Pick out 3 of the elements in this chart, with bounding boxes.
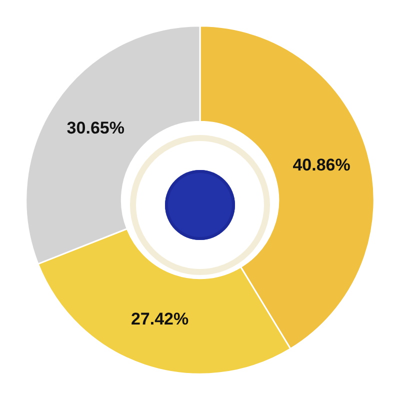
data-label: 30.65%: [66, 118, 124, 138]
data-label: 40.86%: [292, 156, 350, 175]
data-label: 27.42%: [130, 309, 189, 328]
